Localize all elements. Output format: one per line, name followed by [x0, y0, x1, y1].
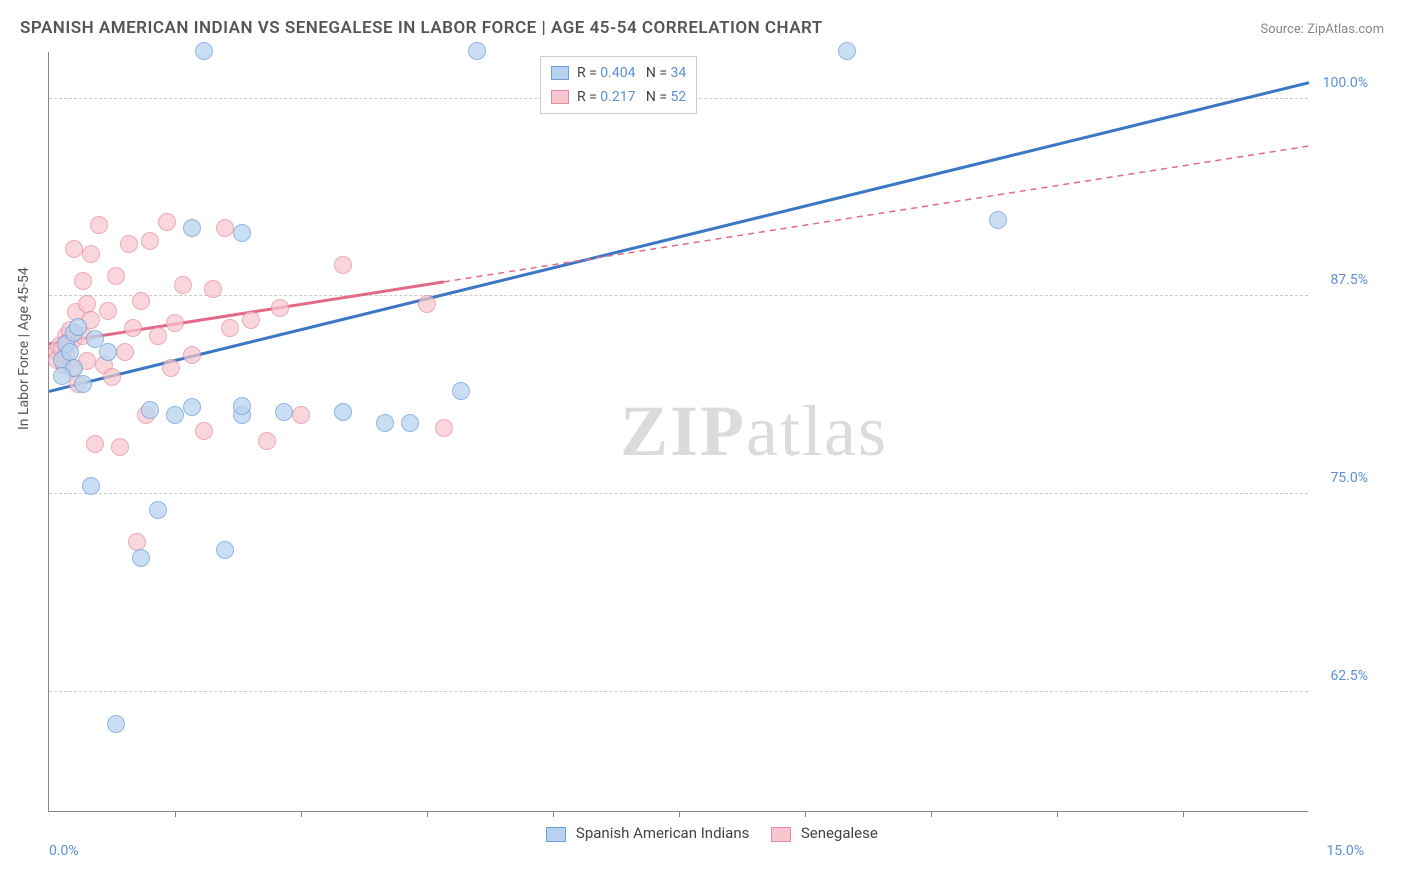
legend-row: R = 0.404 N = 34 [551, 61, 686, 85]
scatter-point [334, 256, 352, 274]
xtick [679, 811, 680, 817]
scatter-point [158, 213, 176, 231]
correlation-legend: R = 0.404 N = 34 R = 0.217 N = 52 [540, 56, 697, 114]
legend-label-2: Senegalese [801, 824, 878, 842]
scatter-point [452, 382, 470, 400]
scatter-point [90, 216, 108, 234]
scatter-point [107, 715, 125, 733]
scatter-point [216, 541, 234, 559]
scatter-point [271, 299, 289, 317]
legend-row: R = 0.217 N = 52 [551, 85, 686, 109]
scatter-point [242, 311, 260, 329]
scatter-point [183, 219, 201, 237]
xtick [553, 811, 554, 817]
xtick [175, 811, 176, 817]
scatter-point [141, 232, 159, 250]
scatter-point [132, 549, 150, 567]
chart-title: SPANISH AMERICAN INDIAN VS SENEGALESE IN… [20, 18, 823, 38]
scatter-point [107, 267, 125, 285]
scatter-point [132, 292, 150, 310]
scatter-point [116, 343, 134, 361]
legend-swatch-blue [546, 827, 566, 842]
legend-swatch [551, 90, 569, 104]
scatter-point [99, 302, 117, 320]
scatter-point [195, 42, 213, 60]
scatter-point [166, 314, 184, 332]
scatter-point [468, 42, 486, 60]
scatter-point [162, 359, 180, 377]
scatter-point [275, 403, 293, 421]
ytick-label: 75.0% [1313, 470, 1368, 486]
legend-swatch-pink [771, 827, 791, 842]
legend-stats: R = 0.404 N = 34 [577, 65, 686, 81]
xlabel-left: 0.0% [49, 843, 79, 859]
scatter-point [86, 435, 104, 453]
ytick-label: 87.5% [1313, 272, 1368, 288]
source-label: Source: ZipAtlas.com [1260, 22, 1384, 37]
xtick [1057, 811, 1058, 817]
scatter-point [233, 397, 251, 415]
scatter-point [124, 319, 142, 337]
scatter-point [74, 375, 92, 393]
legend-stats: R = 0.217 N = 52 [577, 89, 686, 105]
ytick-label: 62.5% [1313, 668, 1368, 684]
legend-label-1: Spanish American Indians [576, 824, 749, 842]
scatter-point [69, 318, 87, 336]
scatter-point [435, 419, 453, 437]
scatter-point [183, 346, 201, 364]
trendlines-svg [49, 51, 1309, 811]
scatter-point [174, 276, 192, 294]
scatter-point [838, 42, 856, 60]
scatter-point [149, 327, 167, 345]
scatter-point [216, 219, 234, 237]
scatter-point [204, 280, 222, 298]
scatter-point [221, 319, 239, 337]
scatter-point [99, 343, 117, 361]
scatter-point [334, 403, 352, 421]
ytick-label: 100.0% [1313, 75, 1368, 91]
y-axis-label: In Labor Force | Age 45-54 [16, 267, 32, 430]
scatter-point [401, 414, 419, 432]
xtick [1183, 811, 1184, 817]
series-legend: Spanish American Indians Senegalese [0, 824, 1406, 842]
scatter-point [82, 477, 100, 495]
scatter-point [233, 224, 251, 242]
xtick [805, 811, 806, 817]
scatter-point [111, 438, 129, 456]
scatter-point [74, 272, 92, 290]
scatter-point [149, 501, 167, 519]
scatter-point [53, 367, 71, 385]
scatter-point [258, 432, 276, 450]
scatter-point [183, 398, 201, 416]
scatter-point [376, 414, 394, 432]
xtick [931, 811, 932, 817]
scatter-point [292, 406, 310, 424]
xtick [427, 811, 428, 817]
scatter-point [166, 406, 184, 424]
scatter-point [120, 235, 138, 253]
xlabel-right: 15.0% [1326, 843, 1364, 859]
legend-swatch [551, 66, 569, 80]
scatter-point [65, 240, 83, 258]
scatter-point [82, 245, 100, 263]
scatter-point [141, 401, 159, 419]
scatter-point [989, 211, 1007, 229]
chart-plot-area: 62.5%75.0%87.5%100.0%0.0%15.0% [48, 52, 1308, 812]
scatter-point [103, 368, 121, 386]
scatter-point [195, 422, 213, 440]
scatter-point [418, 295, 436, 313]
xtick [301, 811, 302, 817]
